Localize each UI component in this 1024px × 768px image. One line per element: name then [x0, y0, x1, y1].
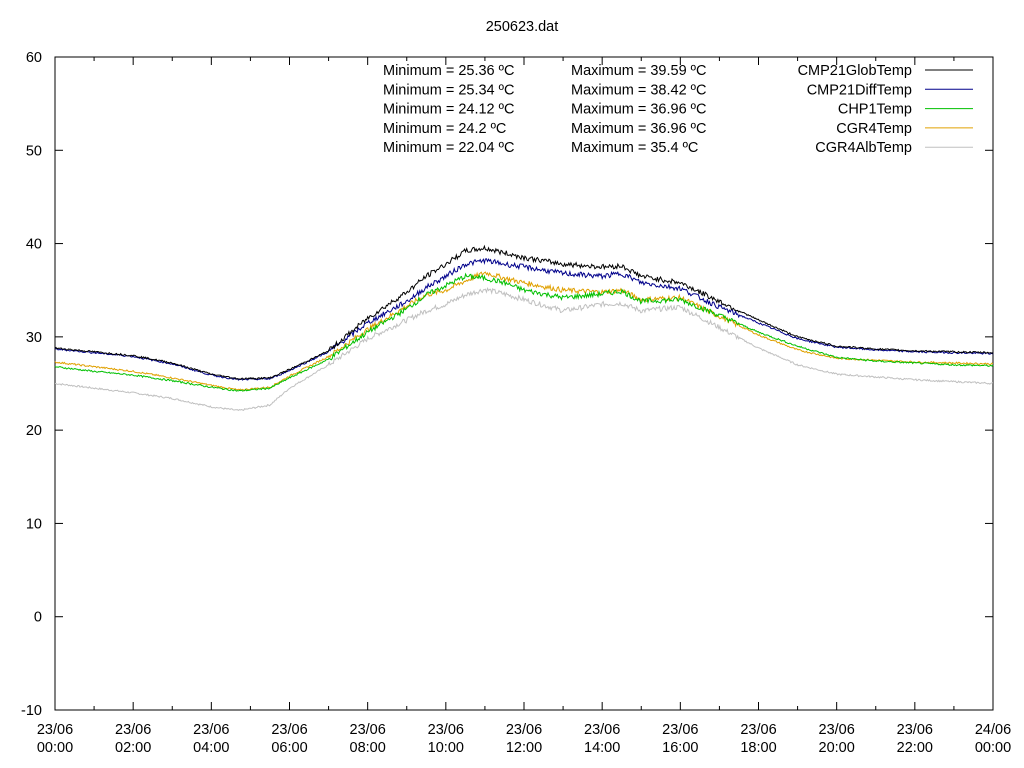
stat-minimum: Minimum = 25.34 ºC [383, 82, 514, 98]
x-tick-time: 00:00 [975, 740, 1011, 756]
legend-label: CMP21GlobTemp [798, 63, 912, 79]
y-tick-label: 60 [26, 50, 42, 66]
legend: CMP21GlobTemp CMP21DiffTemp CHP1Temp CGR4Te… [798, 63, 973, 156]
stat-minimum: Minimum = 25.36 ºC [383, 63, 514, 79]
x-tick-date: 23/06 [115, 722, 151, 738]
x-tick-date: 23/06 [193, 722, 229, 738]
y-tick-label: 0 [34, 610, 42, 626]
x-tick-time: 12:00 [506, 740, 542, 756]
x-tick-date: 23/06 [662, 722, 698, 738]
series-line-CGR4Temp [54, 271, 994, 392]
x-tick-date: 23/06 [271, 722, 307, 738]
legend-label: CHP1Temp [838, 102, 912, 118]
legend-label: CGR4AlbTemp [815, 140, 912, 156]
x-tick-time: 04:00 [193, 740, 229, 756]
stats-annotations: Minimum = 25.36 ºC Maximum = 39.59 ºC Mini… [383, 63, 706, 156]
y-tick-label: 20 [26, 423, 42, 439]
x-tick-date: 23/06 [897, 722, 933, 738]
axis-ticks: -10 0 10 20 30 40 50 60 23/06 00:00 23/06 02:00 23/0… [21, 50, 1011, 756]
x-tick-date: 24/06 [975, 722, 1011, 738]
x-tick-time: 16:00 [662, 740, 698, 756]
y-tick-label: 10 [26, 516, 42, 532]
x-tick-date: 23/06 [350, 722, 386, 738]
x-tick-date: 23/06 [584, 722, 620, 738]
series-line-CHP1Temp [54, 272, 994, 392]
x-tick-time: 10:00 [428, 740, 464, 756]
x-tick-date: 23/06 [506, 722, 542, 738]
x-tick-time: 08:00 [350, 740, 386, 756]
stat-minimum: Minimum = 22.04 ºC [383, 140, 514, 156]
stat-minimum: Minimum = 24.12 ºC [383, 102, 514, 118]
x-tick-date: 23/06 [819, 722, 855, 738]
stat-maximum: Maximum = 35.4 ºC [571, 140, 698, 156]
x-tick-date: 23/06 [428, 722, 464, 738]
series-line-CMP21DiffTemp [54, 258, 994, 381]
series-line-CMP21GlobTemp [54, 244, 994, 380]
x-tick-time: 14:00 [584, 740, 620, 756]
series-line-CGR4AlbTemp [55, 287, 994, 412]
stat-minimum: Minimum = 24.2 ºC [383, 121, 506, 137]
legend-label: CMP21DiffTemp [807, 82, 912, 98]
stat-maximum: Maximum = 38.42 ºC [571, 82, 706, 98]
x-tick-time: 22:00 [897, 740, 933, 756]
y-tick-label: 40 [26, 237, 42, 253]
stat-maximum: Maximum = 36.96 ºC [571, 121, 706, 137]
chart-title: 250623.dat [486, 19, 559, 35]
x-tick-time: 18:00 [740, 740, 776, 756]
x-tick-time: 20:00 [819, 740, 855, 756]
y-tick-label: 30 [26, 330, 42, 346]
stat-maximum: Maximum = 36.96 ºC [571, 102, 706, 118]
y-tick-label: -10 [21, 703, 42, 719]
stat-maximum: Maximum = 39.59 ºC [571, 63, 706, 79]
y-tick-label: 50 [26, 143, 42, 159]
x-tick-time: 02:00 [115, 740, 151, 756]
x-tick-date: 23/06 [740, 722, 776, 738]
series-layer [54, 244, 994, 412]
x-tick-date: 23/06 [37, 722, 73, 738]
x-tick-time: 06:00 [271, 740, 307, 756]
legend-label: CGR4Temp [836, 121, 912, 137]
x-tick-time: 00:00 [37, 740, 73, 756]
